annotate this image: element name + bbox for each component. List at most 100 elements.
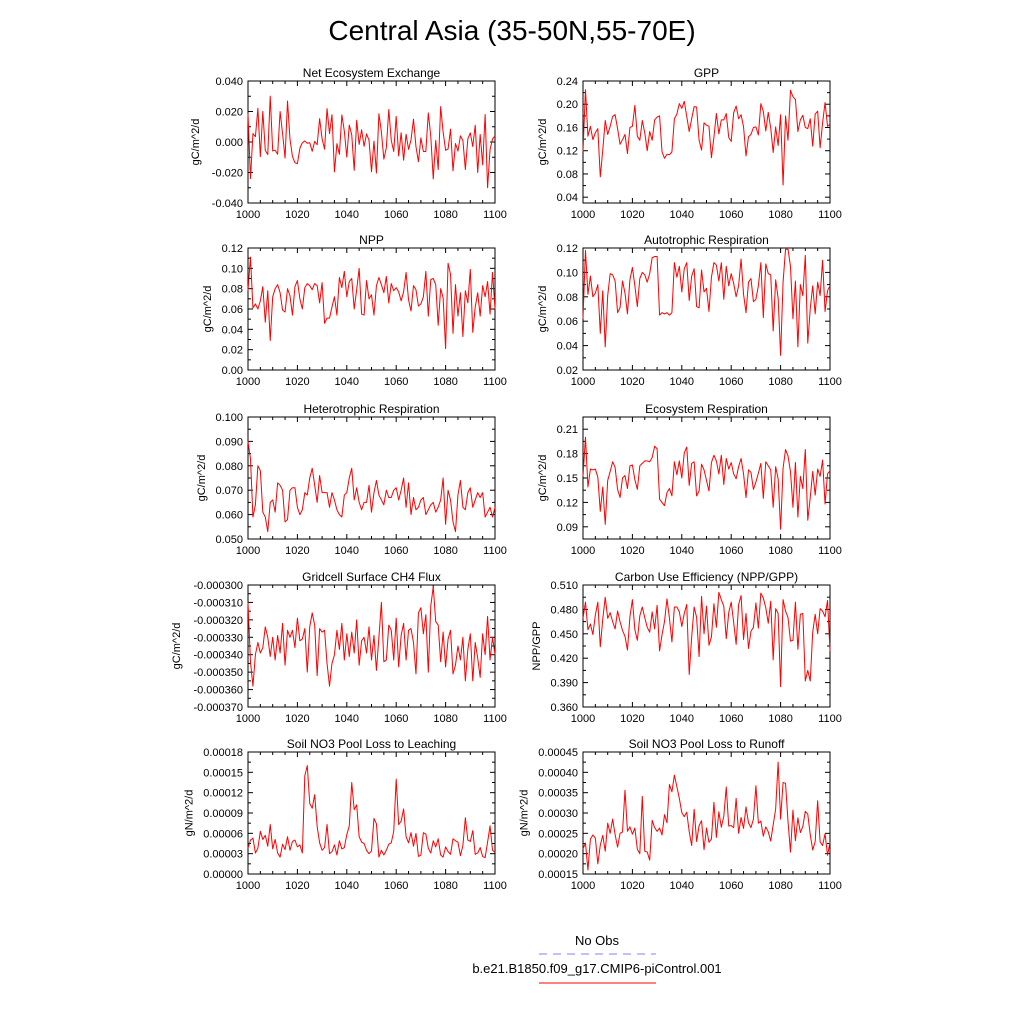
series-line [247, 765, 496, 859]
plot-frame [582, 584, 831, 708]
y-tick-label: 0.420 [550, 653, 578, 665]
y-tick-label: 0.080 [215, 461, 243, 473]
y-tick-label: 0.050 [215, 534, 243, 546]
x-tick-label: 1060 [719, 880, 743, 892]
y-tick-label: 0.00012 [203, 788, 243, 800]
y-tick-label: -0.000330 [193, 632, 243, 644]
y-axis-label: gC/m^2/d [202, 286, 214, 333]
x-tick-label: 1040 [670, 376, 694, 388]
figure-title: Central Asia (35-50N,55-70E) [328, 15, 695, 46]
x-tick-label: 1040 [670, 713, 694, 725]
x-tick-label: 1060 [384, 880, 408, 892]
panel-soil-no3-pool-loss-to-runoff: Soil NO3 Pool Loss to Runoff 1000 1020 1040… [519, 737, 842, 892]
x-tick-label: 1020 [285, 209, 309, 221]
y-tick-label: -0.000370 [193, 702, 243, 714]
y-tick-label: -0.000320 [193, 615, 243, 627]
y-tick-label: -0.000310 [193, 597, 243, 609]
y-axis-label: gC/m^2/d [537, 286, 549, 333]
y-tick-label: 0.070 [215, 485, 243, 497]
y-tick-label: 0.00 [222, 365, 243, 377]
x-tick-label: 1020 [285, 713, 309, 725]
y-tick-label: 0.08 [557, 292, 578, 304]
x-tick-label: 1100 [818, 880, 842, 892]
panel-grid: Net Ecosystem Exchange 1000 1020 1040 1060 10… [171, 66, 842, 892]
series-line [247, 95, 496, 189]
x-tick-label: 1100 [818, 209, 842, 221]
panel-title: Heterotrophic Respiration [303, 402, 439, 416]
y-tick-label: 0.000 [215, 137, 243, 149]
y-tick-label: 0.00006 [203, 828, 243, 840]
x-tick-label: 1080 [433, 545, 457, 557]
y-tick-label: -0.000340 [193, 650, 243, 662]
panel-autotrophic-respiration: Autotrophic Respiration 1000 1020 1040 1060 1… [537, 233, 842, 388]
x-tick-label: 1040 [335, 713, 359, 725]
panel-title: Soil NO3 Pool Loss to Runoff [629, 737, 786, 751]
y-tick-label: 0.21 [557, 424, 578, 436]
panel-ecosystem-respiration: Ecosystem Respiration 1000 1020 1040 1060 108… [537, 402, 842, 557]
y-axis-label: gC/m^2/d [196, 455, 208, 502]
y-tick-label: 0.24 [557, 76, 578, 88]
x-tick-label: 1000 [236, 713, 260, 725]
x-tick-label: 1080 [433, 209, 457, 221]
x-tick-label: 1020 [285, 376, 309, 388]
y-tick-label: 0.10 [222, 263, 243, 275]
y-axis-label: gC/m^2/d [537, 119, 549, 166]
panel-title: NPP [359, 233, 384, 247]
panel-title: Autotrophic Respiration [644, 233, 769, 247]
x-tick-label: 1020 [620, 376, 644, 388]
y-tick-label: 0.12 [557, 146, 578, 158]
y-tick-label: 0.00015 [203, 767, 243, 779]
y-tick-label: 0.16 [557, 122, 578, 134]
y-tick-label: 0.00045 [538, 747, 578, 759]
y-tick-label: 0.08 [222, 284, 243, 296]
y-axis-label: NPP/GPP [531, 622, 543, 671]
x-tick-label: 1000 [571, 880, 595, 892]
x-tick-label: 1100 [818, 713, 842, 725]
x-tick-label: 1060 [384, 713, 408, 725]
x-tick-label: 1080 [768, 880, 792, 892]
y-tick-label: 0.00030 [538, 808, 578, 820]
x-tick-label: 1040 [335, 545, 359, 557]
y-tick-label: 0.12 [222, 243, 243, 255]
x-tick-label: 1040 [670, 209, 694, 221]
series-line [247, 256, 496, 350]
x-tick-label: 1100 [483, 545, 507, 557]
x-tick-label: 1080 [768, 545, 792, 557]
y-tick-label: 0.00020 [538, 849, 578, 861]
x-tick-label: 1000 [236, 880, 260, 892]
panel-title: GPP [694, 66, 719, 80]
x-tick-label: 1060 [384, 376, 408, 388]
x-tick-label: 1020 [620, 713, 644, 725]
x-tick-label: 1080 [768, 713, 792, 725]
y-tick-label: 0.00040 [538, 767, 578, 779]
x-tick-label: 1020 [285, 545, 309, 557]
y-tick-label: 0.040 [215, 76, 243, 88]
y-axis-label: gC/m^2/d [190, 119, 202, 166]
y-tick-label: 0.02 [557, 365, 578, 377]
y-tick-label: 0.10 [557, 267, 578, 279]
panel-npp: NPP 1000 1020 1040 1060 1080 1100 0.00 0.02 0.04 0… [202, 233, 507, 388]
x-tick-label: 1080 [433, 376, 457, 388]
panel-soil-no3-pool-loss-to-leaching: Soil NO3 Pool Loss to Leaching 1000 1020 10… [184, 737, 507, 892]
y-tick-label: 0.06 [222, 304, 243, 316]
y-tick-label: -0.000350 [193, 667, 243, 679]
x-tick-label: 1060 [719, 713, 743, 725]
x-tick-label: 1060 [719, 209, 743, 221]
series-line [582, 248, 831, 356]
y-tick-label: 0.02 [222, 345, 243, 357]
x-tick-label: 1000 [236, 209, 260, 221]
series-line [247, 586, 496, 687]
y-tick-label: 0.480 [550, 604, 578, 616]
y-tick-label: 0.020 [215, 107, 243, 119]
x-tick-label: 1060 [719, 545, 743, 557]
x-tick-label: 1100 [483, 713, 507, 725]
panel-carbon-use-efficiency-npp-gpp: Carbon Use Efficiency (NPP/GPP) 1000 1020 1… [531, 570, 842, 725]
y-tick-label: 0.00009 [203, 808, 243, 820]
y-tick-label: 0.510 [550, 580, 578, 592]
x-tick-label: 1080 [433, 713, 457, 725]
y-axis-label: gC/m^2/d [537, 455, 549, 502]
x-tick-label: 1020 [285, 880, 309, 892]
panel-net-ecosystem-exchange: Net Ecosystem Exchange 1000 1020 1040 1060 10… [190, 66, 507, 221]
y-tick-label: 0.00003 [203, 849, 243, 861]
